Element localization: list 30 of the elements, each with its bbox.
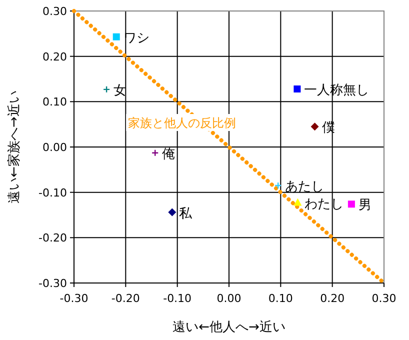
series-label: 男 bbox=[358, 198, 372, 214]
y-axis-title: 遠い←家族へ→近い bbox=[6, 90, 22, 204]
point bbox=[102, 86, 110, 94]
y-tick-label: -0.20 bbox=[38, 232, 67, 245]
y-tick-label: 0.00 bbox=[42, 141, 67, 154]
x-axis-title: 遠い←他人へ→近い bbox=[172, 320, 286, 335]
series-label: わたし bbox=[304, 196, 344, 212]
point bbox=[168, 208, 176, 216]
series-label: 私 bbox=[179, 206, 194, 222]
x-tick-label: 0.00 bbox=[216, 292, 242, 305]
x-tick-label: 0.30 bbox=[372, 292, 396, 305]
y-tick-label: -0.10 bbox=[38, 186, 67, 200]
y-tick-label: 0.10 bbox=[42, 96, 67, 109]
x-tick-label: 0.20 bbox=[320, 292, 345, 305]
y-tick-label: 0.20 bbox=[42, 50, 67, 64]
annotation: 家族と他人の反比例 bbox=[128, 116, 236, 130]
point bbox=[152, 149, 159, 156]
point bbox=[294, 85, 301, 92]
x-tick-label: 0.10 bbox=[268, 292, 293, 305]
point bbox=[112, 33, 120, 40]
point bbox=[274, 182, 282, 190]
x-tick-label: -0.30 bbox=[60, 292, 88, 305]
x-tick-label: -0.20 bbox=[111, 292, 140, 305]
series-label: 俺 bbox=[162, 146, 176, 162]
point bbox=[294, 198, 302, 206]
x-tick-label: -0.10 bbox=[163, 292, 192, 305]
y-tick-label: 0.30 bbox=[42, 5, 67, 18]
y-tick-label: -0.30 bbox=[38, 277, 67, 290]
point bbox=[348, 200, 355, 208]
point bbox=[310, 122, 319, 131]
